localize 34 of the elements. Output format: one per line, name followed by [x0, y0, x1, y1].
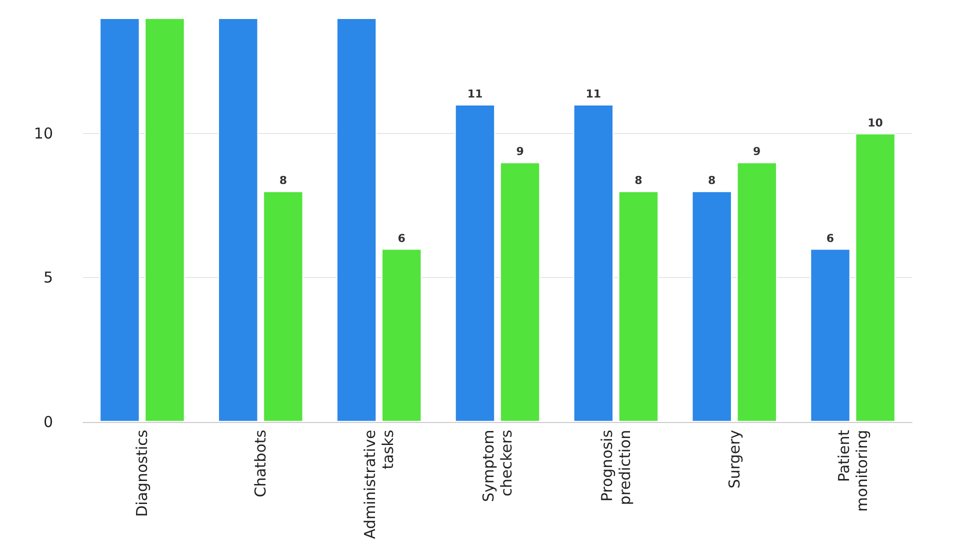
data-label: 8 — [634, 174, 642, 188]
data-label: 8 — [708, 174, 716, 188]
data-label: 10 — [868, 116, 884, 130]
bar — [381, 248, 422, 422]
data-label: 11 — [467, 88, 483, 101]
bar — [336, 18, 377, 422]
data-label: 11 — [586, 88, 602, 101]
bar — [573, 104, 614, 422]
bar — [454, 104, 496, 422]
x-tick-label: Symptom checkers — [480, 430, 516, 502]
bar — [100, 18, 140, 422]
bar — [263, 191, 304, 422]
x-tick-label: Surgery — [725, 430, 744, 489]
data-label: 6 — [826, 232, 834, 245]
x-tick-label: Diagnostics — [133, 430, 152, 517]
y-tick-label: 0 — [43, 412, 53, 431]
bar — [218, 18, 258, 422]
data-label: 9 — [516, 145, 524, 158]
bar — [618, 191, 659, 422]
bar — [500, 162, 540, 422]
x-tick-label: Chatbots — [252, 430, 270, 498]
data-label: 6 — [398, 232, 406, 245]
y-tick-label: 5 — [43, 268, 53, 287]
x-tick-label: Patient monitoring — [834, 430, 871, 512]
x-tick-label: Prognosis prediction — [598, 430, 634, 506]
data-label: 8 — [279, 174, 287, 188]
bar — [692, 191, 732, 422]
bar — [736, 162, 777, 422]
x-tick-label: Administrative tasks — [361, 430, 398, 540]
data-label: 9 — [753, 145, 761, 158]
bar — [144, 18, 185, 422]
bar — [855, 133, 896, 422]
bar — [810, 248, 850, 422]
y-tick-label: 10 — [34, 124, 53, 142]
